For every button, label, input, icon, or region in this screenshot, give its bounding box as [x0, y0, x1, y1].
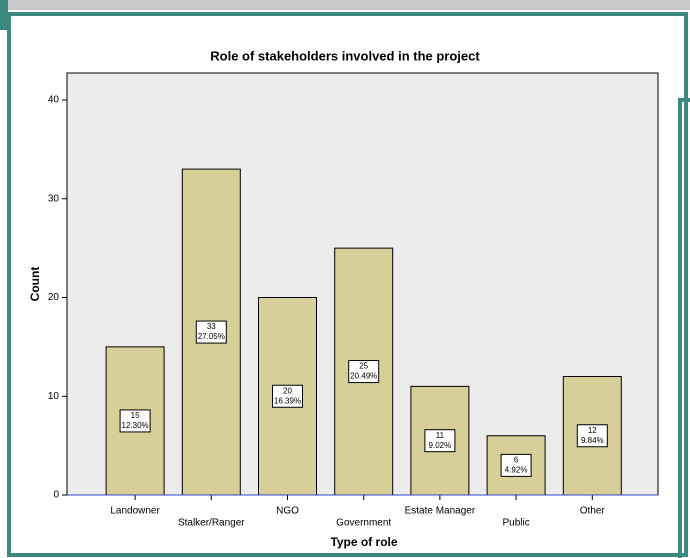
data-label-percent: 20.49% [350, 372, 377, 381]
data-label: 25 [359, 362, 368, 371]
data-label-percent: 27.05% [198, 332, 225, 341]
x-tick-label: Estate Manager [405, 506, 476, 517]
data-label: 15 [131, 411, 140, 420]
data-label-percent: 16.39% [274, 396, 301, 405]
data-label-box [272, 384, 303, 408]
data-label-percent: 12.30% [122, 421, 149, 430]
x-tick-label: Public [502, 518, 529, 529]
x-tick-label: NGO [276, 506, 299, 517]
data-label: 33 [207, 322, 216, 331]
y-tick-label: 40 [48, 95, 60, 106]
data-label: 20 [283, 386, 292, 395]
data-label-percent: 9.02% [429, 441, 452, 450]
x-tick-label: Other [580, 506, 606, 517]
data-label: 12 [588, 426, 597, 435]
data-label-percent: 4.92% [505, 465, 528, 474]
window-strip [0, 0, 690, 10]
y-axis-title: Count [28, 267, 42, 302]
data-label: 6 [514, 455, 519, 464]
data-label-box [195, 320, 227, 344]
data-label-box [424, 429, 456, 453]
x-axis-title: Type of role [330, 535, 397, 549]
data-label-box [119, 409, 151, 433]
frame-inner [678, 98, 690, 558]
y-tick-label: 20 [48, 292, 60, 303]
data-label: 11 [436, 431, 445, 440]
data-label-box [348, 360, 380, 384]
x-tick-label: Government [336, 518, 391, 529]
y-tick-label: 30 [48, 193, 60, 204]
data-label-percent: 9.84% [581, 436, 604, 445]
chart-title: Role of stakeholders involved in the pro… [210, 48, 480, 63]
x-tick-label: Landowner [110, 506, 160, 517]
bar [486, 435, 546, 496]
y-tick-label: 0 [53, 490, 59, 501]
y-tick-label: 10 [48, 391, 60, 402]
frame-corner [0, 0, 8, 30]
data-label-box [500, 453, 532, 477]
x-tick-label: Stalker/Ranger [178, 518, 245, 529]
data-label-box [576, 424, 608, 448]
